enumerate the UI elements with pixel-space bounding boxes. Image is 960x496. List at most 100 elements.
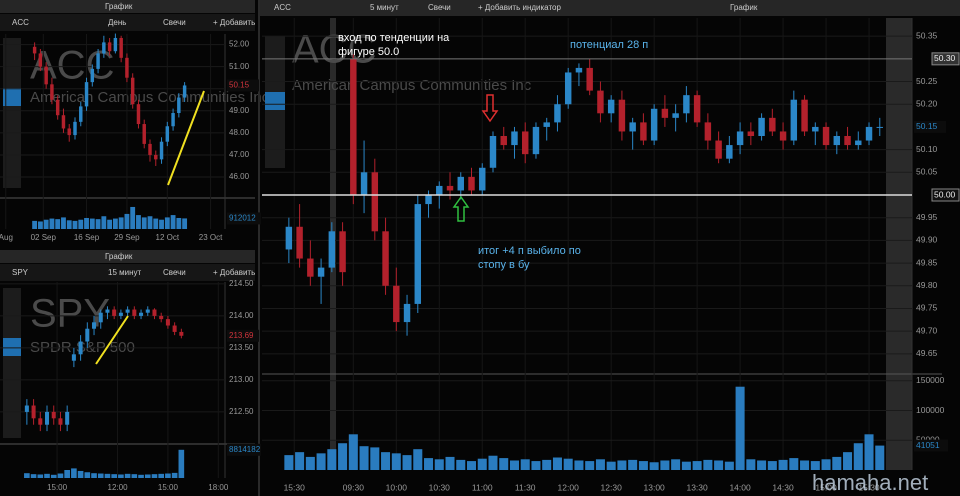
- volume-bar: [84, 217, 89, 229]
- volume-bar: [348, 434, 358, 470]
- volume-bar: [57, 473, 64, 478]
- x-tick-label: 15:30: [858, 482, 880, 492]
- tool-active[interactable]: [3, 338, 21, 356]
- candle-body: [693, 95, 701, 123]
- volume-bar: [284, 455, 294, 470]
- volume-bar: [359, 446, 369, 470]
- volume-bar: [43, 219, 49, 229]
- candle-body: [779, 131, 787, 141]
- add-button[interactable]: + Добавить индикатор: [478, 3, 561, 12]
- candle-body: [44, 66, 48, 85]
- x-tick-label: 02 Sep: [31, 233, 57, 242]
- period[interactable]: 5 минут: [370, 3, 399, 12]
- volume-bar: [542, 459, 552, 470]
- candle-body: [154, 154, 158, 160]
- candle-body: [876, 126, 883, 128]
- level-label: 50.30: [934, 53, 956, 63]
- candle-body: [55, 99, 60, 116]
- x-tick-label: 13:30: [686, 482, 708, 492]
- symbol-watermark: ACC: [30, 44, 114, 88]
- y-tick-label: 49.65: [916, 348, 938, 358]
- volume-bar: [585, 461, 595, 470]
- volume-bar: [49, 218, 55, 229]
- candle-body: [543, 122, 550, 127]
- candle-body: [142, 124, 146, 144]
- candle-body: [31, 405, 36, 419]
- candle-body: [801, 99, 808, 132]
- symbol[interactable]: ACC: [12, 18, 29, 27]
- candle-body: [403, 303, 411, 323]
- x-tick-label: 09:30: [343, 482, 365, 492]
- candle-body: [119, 37, 123, 58]
- candle-body: [32, 46, 37, 54]
- volume-bar: [617, 460, 627, 470]
- candle-body: [618, 99, 626, 132]
- candle-body: [107, 42, 112, 52]
- candle-body: [532, 126, 540, 155]
- tool-active[interactable]: [3, 88, 21, 106]
- volume-bar: [789, 458, 799, 470]
- symbol[interactable]: SPY: [12, 268, 29, 277]
- last-price-box: [227, 329, 259, 342]
- volume-bar: [853, 443, 863, 470]
- volume-bar: [606, 461, 616, 470]
- last-volume-label: 41051: [916, 440, 940, 450]
- candle-body: [139, 312, 144, 316]
- candle-body: [500, 136, 507, 146]
- volume-bar: [424, 458, 434, 470]
- candle-body: [159, 141, 164, 160]
- candle-body: [586, 67, 593, 91]
- candle-body: [92, 322, 97, 329]
- candle-body: [672, 113, 679, 118]
- annotation: фигуре 50.0: [338, 46, 399, 58]
- volume-bar: [499, 458, 509, 470]
- candle-body: [136, 104, 141, 125]
- candle-body: [102, 42, 106, 54]
- x-tick-label: 15:00: [158, 483, 179, 492]
- candle-body: [78, 341, 83, 355]
- style[interactable]: Свечи: [428, 3, 451, 12]
- volume-bar: [509, 460, 519, 470]
- volume-bar: [111, 474, 117, 478]
- period[interactable]: День: [108, 18, 126, 27]
- add-button[interactable]: + Добавить: [213, 268, 255, 277]
- volume-bar: [767, 461, 777, 470]
- volume-bar: [563, 458, 573, 470]
- volume-bar: [671, 459, 681, 470]
- x-tick-label: 12:00: [558, 482, 580, 492]
- x-tick-label: 15:00: [47, 483, 68, 492]
- volume-bar: [165, 473, 171, 478]
- candle-body: [446, 185, 454, 191]
- volume-bar: [50, 474, 57, 478]
- volume-bar: [488, 455, 498, 470]
- candle-body: [73, 121, 77, 136]
- volume-bar: [104, 473, 111, 478]
- volume-bar: [810, 461, 820, 470]
- y-tick-label: 49.75: [916, 303, 938, 313]
- volume-bar: [456, 459, 466, 470]
- y-tick-label: 213.50: [229, 343, 254, 352]
- candle-body: [65, 411, 70, 425]
- candle-body: [597, 90, 604, 114]
- y-tick-label: 214.00: [229, 311, 254, 320]
- tool-active[interactable]: [265, 92, 285, 110]
- last-volume-box: [227, 443, 261, 456]
- symbol[interactable]: ACC: [274, 3, 291, 12]
- style[interactable]: Свечи: [163, 268, 186, 277]
- candle-body: [90, 68, 95, 83]
- volume-bar: [141, 217, 147, 229]
- period[interactable]: 15 минут: [108, 268, 142, 277]
- volume-bar: [138, 474, 144, 478]
- candle-body: [58, 418, 63, 425]
- style[interactable]: Свечи: [163, 18, 186, 27]
- candle-body: [468, 176, 475, 191]
- candle-body: [118, 312, 123, 316]
- volume-bar: [757, 460, 767, 470]
- volume-bar: [124, 213, 130, 229]
- volume-bar: [84, 472, 91, 478]
- volume-bar: [338, 443, 348, 470]
- volume-bar: [77, 470, 84, 478]
- add-button[interactable]: + Добавить: [213, 18, 255, 27]
- candle-body: [436, 185, 443, 195]
- volume-bar: [305, 456, 315, 470]
